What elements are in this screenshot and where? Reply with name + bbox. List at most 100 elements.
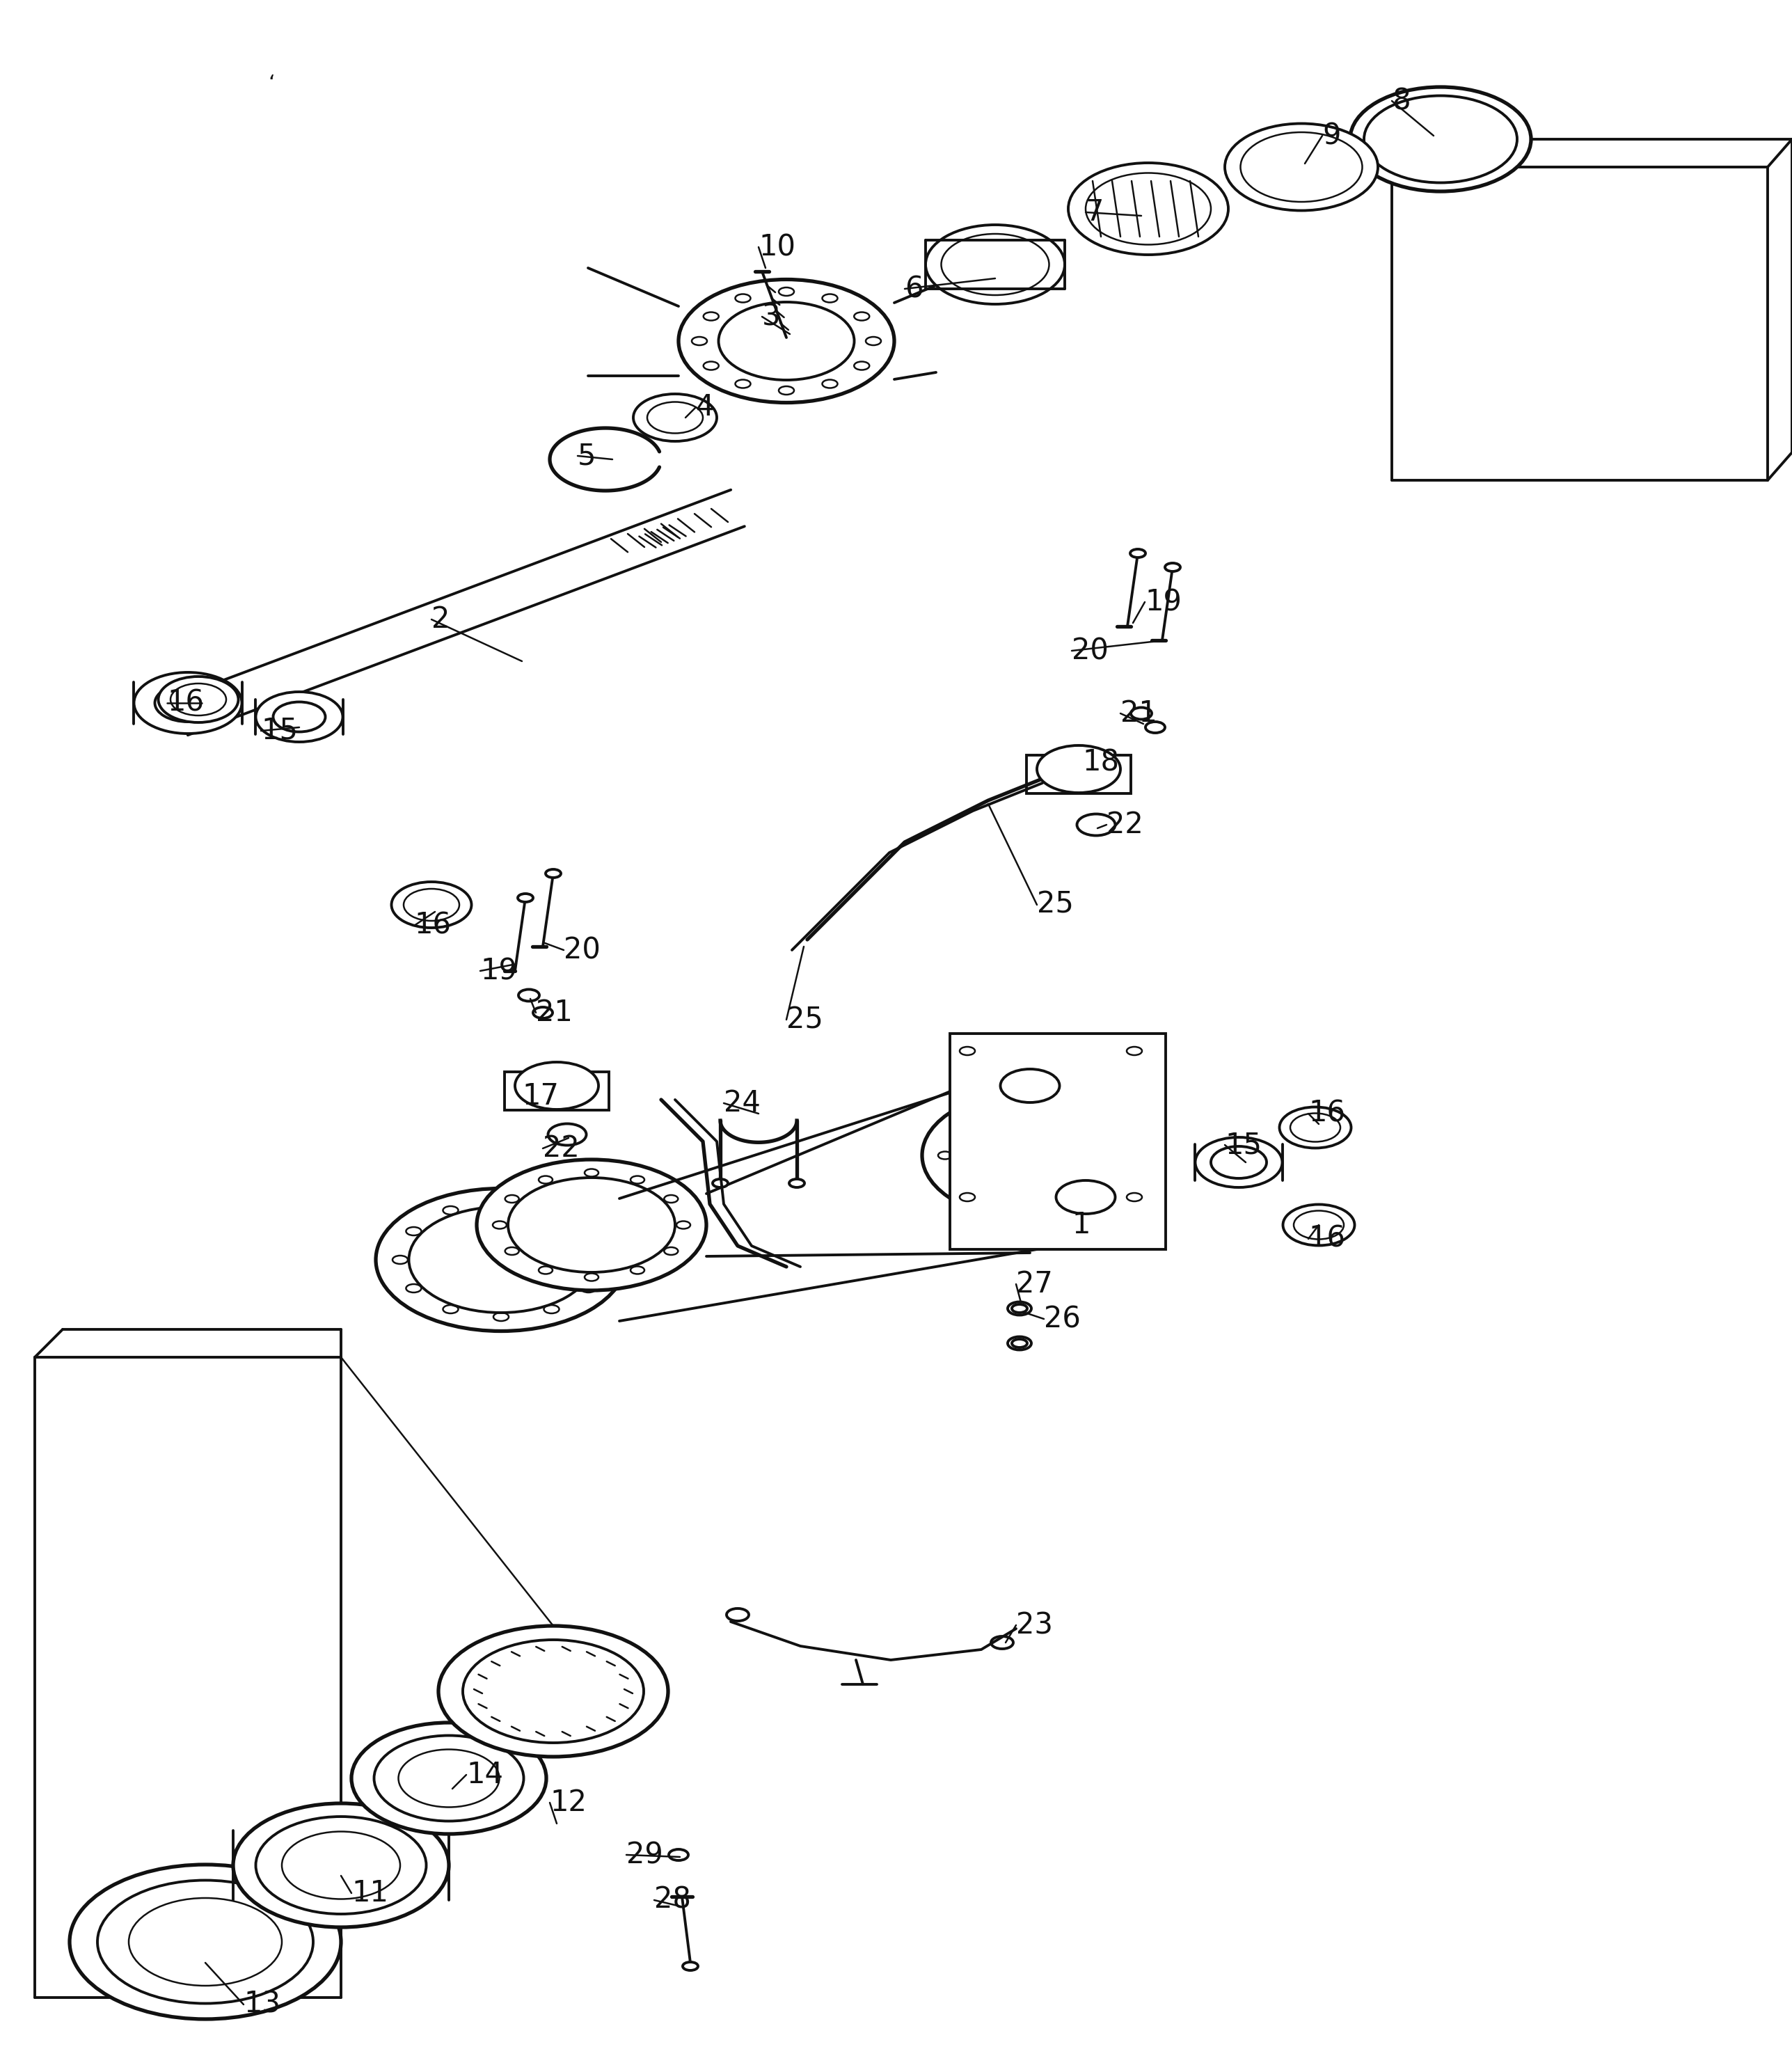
Text: 2: 2 bbox=[432, 604, 450, 633]
Ellipse shape bbox=[493, 1199, 509, 1207]
Ellipse shape bbox=[704, 313, 719, 321]
Ellipse shape bbox=[1000, 1069, 1059, 1102]
Ellipse shape bbox=[581, 1285, 597, 1293]
Text: 1: 1 bbox=[1072, 1211, 1090, 1240]
Text: 11: 11 bbox=[351, 1879, 389, 1908]
Ellipse shape bbox=[439, 1626, 668, 1756]
Ellipse shape bbox=[823, 380, 837, 389]
Ellipse shape bbox=[539, 1266, 552, 1275]
Ellipse shape bbox=[984, 1106, 998, 1114]
FancyBboxPatch shape bbox=[505, 1071, 609, 1110]
Text: 15: 15 bbox=[262, 715, 297, 746]
Ellipse shape bbox=[1007, 1301, 1032, 1316]
Ellipse shape bbox=[1279, 1106, 1351, 1147]
Ellipse shape bbox=[665, 1248, 677, 1254]
Text: 13: 13 bbox=[244, 1990, 281, 2019]
Ellipse shape bbox=[134, 672, 242, 734]
Ellipse shape bbox=[788, 1178, 805, 1188]
Text: 24: 24 bbox=[724, 1088, 760, 1118]
Ellipse shape bbox=[676, 1221, 690, 1229]
Text: 17: 17 bbox=[521, 1081, 559, 1110]
Ellipse shape bbox=[735, 380, 751, 389]
Ellipse shape bbox=[1131, 549, 1145, 557]
Ellipse shape bbox=[633, 395, 717, 442]
Text: 21: 21 bbox=[536, 997, 573, 1028]
Ellipse shape bbox=[158, 676, 238, 722]
Ellipse shape bbox=[1012, 1338, 1027, 1347]
Ellipse shape bbox=[631, 1266, 645, 1275]
Ellipse shape bbox=[735, 294, 751, 302]
Text: 4: 4 bbox=[695, 393, 715, 421]
Ellipse shape bbox=[1195, 1137, 1283, 1188]
Ellipse shape bbox=[1349, 86, 1530, 191]
Ellipse shape bbox=[584, 1273, 599, 1281]
Ellipse shape bbox=[407, 1285, 421, 1293]
Text: 16: 16 bbox=[1308, 1100, 1346, 1129]
FancyBboxPatch shape bbox=[950, 1034, 1165, 1250]
FancyBboxPatch shape bbox=[1027, 755, 1131, 794]
Ellipse shape bbox=[926, 224, 1064, 304]
Ellipse shape bbox=[1012, 1304, 1027, 1312]
Ellipse shape bbox=[855, 362, 869, 370]
Ellipse shape bbox=[443, 1207, 459, 1215]
Ellipse shape bbox=[443, 1306, 459, 1314]
Ellipse shape bbox=[1109, 1178, 1124, 1186]
Ellipse shape bbox=[1055, 1180, 1115, 1213]
Ellipse shape bbox=[692, 337, 708, 345]
Text: 16: 16 bbox=[1308, 1223, 1346, 1254]
Ellipse shape bbox=[233, 1803, 448, 1926]
Ellipse shape bbox=[668, 1848, 688, 1861]
Ellipse shape bbox=[1077, 814, 1115, 835]
Text: 19: 19 bbox=[480, 956, 516, 985]
Text: 9: 9 bbox=[1322, 121, 1340, 150]
Text: 7: 7 bbox=[1086, 197, 1104, 226]
Ellipse shape bbox=[1122, 1151, 1136, 1160]
Ellipse shape bbox=[950, 1125, 964, 1133]
Text: 22: 22 bbox=[1106, 810, 1143, 839]
Text: 25: 25 bbox=[1038, 890, 1073, 919]
Ellipse shape bbox=[961, 1047, 975, 1055]
Ellipse shape bbox=[584, 1170, 599, 1176]
Text: 16: 16 bbox=[414, 911, 452, 940]
Text: 25: 25 bbox=[787, 1005, 823, 1034]
Ellipse shape bbox=[514, 1063, 599, 1110]
Ellipse shape bbox=[351, 1723, 547, 1834]
Text: 20: 20 bbox=[564, 935, 600, 964]
Ellipse shape bbox=[1224, 123, 1378, 210]
Text: 20: 20 bbox=[1072, 635, 1109, 666]
Ellipse shape bbox=[505, 1195, 520, 1203]
Ellipse shape bbox=[1131, 707, 1152, 720]
Ellipse shape bbox=[518, 989, 539, 1001]
Text: 14: 14 bbox=[466, 1760, 504, 1789]
Ellipse shape bbox=[391, 882, 471, 927]
Ellipse shape bbox=[726, 1608, 749, 1620]
Text: 28: 28 bbox=[654, 1885, 692, 1914]
Text: 3: 3 bbox=[762, 302, 781, 331]
Ellipse shape bbox=[780, 288, 794, 296]
Ellipse shape bbox=[543, 1207, 559, 1215]
Ellipse shape bbox=[631, 1176, 645, 1184]
Ellipse shape bbox=[493, 1312, 509, 1322]
Ellipse shape bbox=[1283, 1205, 1355, 1246]
Ellipse shape bbox=[950, 1178, 964, 1186]
Ellipse shape bbox=[543, 1306, 559, 1314]
Ellipse shape bbox=[256, 691, 342, 742]
Text: 15: 15 bbox=[1224, 1131, 1262, 1160]
Ellipse shape bbox=[1145, 722, 1165, 732]
Ellipse shape bbox=[545, 870, 561, 878]
Ellipse shape bbox=[713, 1178, 728, 1188]
Ellipse shape bbox=[407, 1227, 421, 1236]
Ellipse shape bbox=[1030, 1203, 1045, 1211]
Ellipse shape bbox=[1127, 1047, 1142, 1055]
Ellipse shape bbox=[679, 280, 894, 403]
Text: 21: 21 bbox=[1120, 699, 1158, 728]
Text: 22: 22 bbox=[543, 1133, 579, 1164]
Ellipse shape bbox=[984, 1197, 998, 1205]
Ellipse shape bbox=[683, 1961, 699, 1970]
Ellipse shape bbox=[548, 1125, 586, 1145]
Ellipse shape bbox=[1075, 1106, 1090, 1114]
Text: 5: 5 bbox=[577, 442, 597, 471]
Ellipse shape bbox=[539, 1176, 552, 1184]
Ellipse shape bbox=[1068, 162, 1228, 255]
Ellipse shape bbox=[392, 1256, 409, 1264]
